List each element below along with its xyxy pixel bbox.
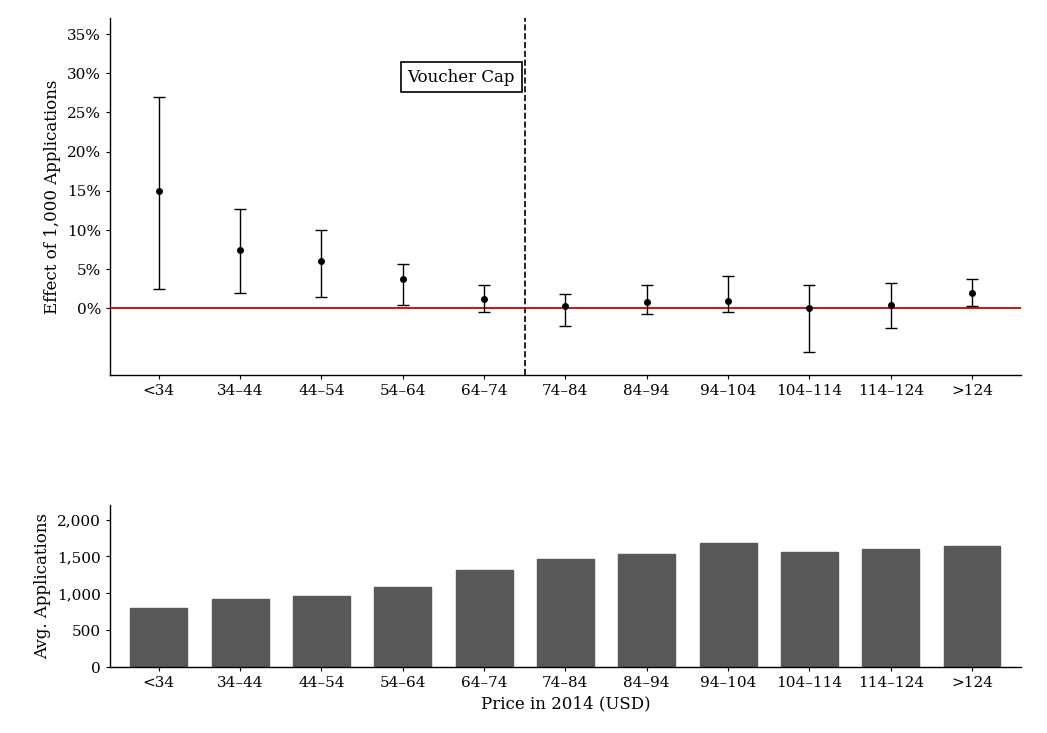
Bar <box>455 570 513 667</box>
X-axis label: Price in 2014 (USD): Price in 2014 (USD) <box>481 696 650 712</box>
Bar <box>618 553 675 667</box>
Bar <box>863 549 919 667</box>
Bar <box>211 599 268 667</box>
Text: Voucher Cap: Voucher Cap <box>407 69 515 86</box>
Bar <box>293 596 350 667</box>
Bar <box>537 559 594 667</box>
Y-axis label: Effect of 1,000 Applications: Effect of 1,000 Applications <box>44 80 61 314</box>
Bar <box>130 608 187 667</box>
Bar <box>374 587 431 667</box>
Bar <box>699 543 757 667</box>
Bar <box>781 552 838 667</box>
Y-axis label: Avg. Applications: Avg. Applications <box>35 513 51 659</box>
Bar <box>943 546 1001 667</box>
